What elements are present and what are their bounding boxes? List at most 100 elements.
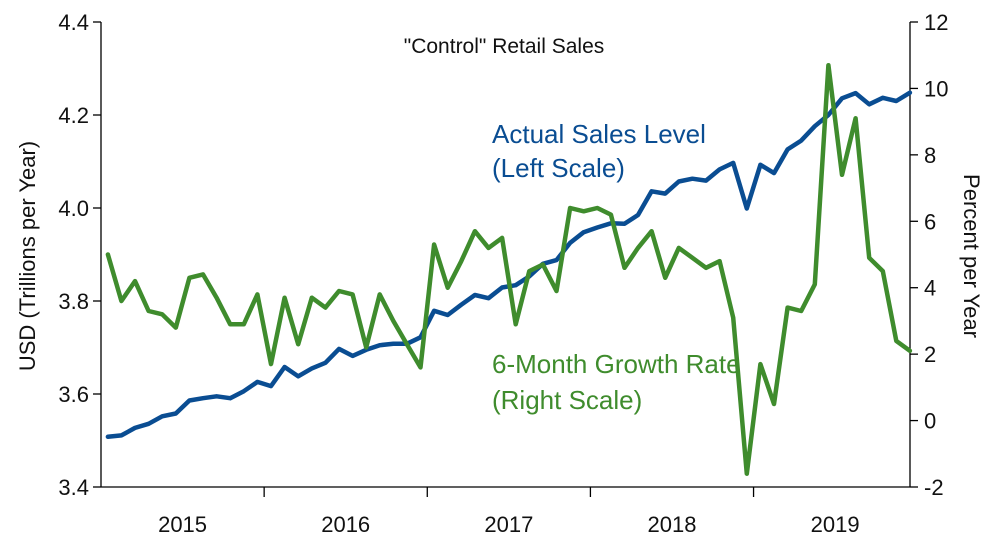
sales-level-point: [500, 285, 504, 289]
right-tick-label: 4: [924, 276, 936, 301]
growth-rate-point: [282, 296, 286, 300]
sales-level-point: [568, 241, 572, 245]
sales-level-point: [228, 396, 232, 400]
growth-rate-point: [690, 256, 694, 260]
sales-annotation-line1: Actual Sales Level: [492, 119, 706, 149]
growth-rate-point: [785, 305, 789, 309]
growth-rate-point: [133, 279, 137, 283]
sales-level-point: [582, 230, 586, 234]
growth-rate-point: [649, 229, 653, 233]
growth-rate-point: [323, 305, 327, 309]
sales-level-point: [201, 396, 205, 400]
growth-rate-point: [541, 262, 545, 266]
growth-rate-point: [432, 242, 436, 246]
left-tick-label: 3.8: [58, 289, 89, 314]
growth-rate-point: [378, 292, 382, 296]
growth-rate-point: [582, 209, 586, 213]
growth-rate-point: [418, 365, 422, 369]
sales-level-point: [649, 189, 653, 193]
sales-level-point: [242, 389, 246, 393]
growth-rate-point: [813, 282, 817, 286]
sales-level-point: [106, 435, 110, 439]
year-tick-label: 2019: [811, 512, 860, 537]
growth-rate-point: [840, 173, 844, 177]
sales-level-point: [636, 213, 640, 217]
right-tick-label: 8: [924, 143, 936, 168]
growth-rate-point: [242, 322, 246, 326]
sales-level-point: [119, 433, 123, 437]
sales-annotation-line2: (Left Scale): [492, 153, 625, 183]
growth-rate-point: [636, 246, 640, 250]
growth-rate-point: [514, 322, 518, 326]
growth-rate-point: [867, 256, 871, 260]
growth-rate-point: [391, 319, 395, 323]
sales-level-point: [133, 426, 137, 430]
growth-rate-point: [853, 116, 857, 120]
sales-level-point: [758, 163, 762, 167]
growth-annotation-line2: (Right Scale): [492, 385, 642, 415]
growth-rate-point: [500, 236, 504, 240]
sales-level-point: [554, 258, 558, 262]
sales-level-point: [255, 380, 259, 384]
growth-rate-point: [704, 266, 708, 270]
growth-rate-point: [595, 206, 599, 210]
right-tick-label: 10: [924, 76, 948, 101]
growth-rate-point: [405, 342, 409, 346]
chart-title: "Control" Retail Sales: [404, 35, 605, 58]
sales-level-point: [486, 296, 490, 300]
sales-level-point: [514, 283, 518, 287]
sales-level-point: [378, 343, 382, 347]
growth-rate-point: [609, 212, 613, 216]
growth-rate-point: [772, 402, 776, 406]
sales-level-point: [908, 91, 912, 95]
growth-rate-point: [446, 286, 450, 290]
growth-rate-point: [201, 272, 205, 276]
sales-level-point: [813, 124, 817, 128]
sales-level-point: [323, 361, 327, 365]
growth-rate-point: [350, 292, 354, 296]
sales-level-point: [146, 422, 150, 426]
sales-level-point: [745, 206, 749, 210]
growth-rate-point: [459, 259, 463, 263]
sales-level-point: [214, 394, 218, 398]
sales-level-point: [867, 102, 871, 106]
year-tick-label: 2018: [648, 512, 697, 537]
growth-rate-point: [337, 289, 341, 293]
sales-level-point: [282, 365, 286, 369]
sales-level-point: [446, 313, 450, 317]
growth-rate-point: [745, 472, 749, 476]
sales-level-point: [663, 191, 667, 195]
growth-rate-point: [228, 322, 232, 326]
left-tick-label: 3.4: [58, 475, 89, 500]
sales-level-point: [677, 179, 681, 183]
sales-level-point: [310, 366, 314, 370]
axes-group: 3.4 3.6 3.8 4.0 4.2 4.4 -2 0 2 4 6 8 10 12 2015 2016 201…: [58, 10, 948, 537]
growth-rate-line: [105, 62, 913, 476]
growth-rate-point: [106, 252, 110, 256]
growth-rate-point: [310, 296, 314, 300]
left-tick-label: 4.2: [58, 103, 89, 128]
growth-rate-point: [758, 362, 762, 366]
sales-level-point: [187, 398, 191, 402]
sales-level-point: [337, 347, 341, 351]
sales-level-point: [350, 354, 354, 358]
right-tick-label: 12: [924, 10, 948, 35]
sales-level-point: [881, 96, 885, 100]
growth-rate-point: [486, 246, 490, 250]
sales-level-point: [473, 293, 477, 297]
sales-level-point: [717, 167, 721, 171]
right-tick-label: 2: [924, 342, 936, 367]
growth-rate-point: [296, 342, 300, 346]
right-tick-label: 6: [924, 209, 936, 234]
growth-rate-point: [622, 266, 626, 270]
growth-rate-point: [269, 362, 273, 366]
sales-level-point: [174, 411, 178, 415]
growth-annotation: 6-Month Growth Rate (Right Scale): [492, 349, 741, 415]
growth-rate-point: [146, 309, 150, 313]
sales-level-point: [772, 171, 776, 175]
right-axis-title: Percent per Year: [959, 174, 984, 338]
sales-annotation: Actual Sales Level (Left Scale): [492, 119, 706, 183]
right-tick-label: 0: [924, 409, 936, 434]
